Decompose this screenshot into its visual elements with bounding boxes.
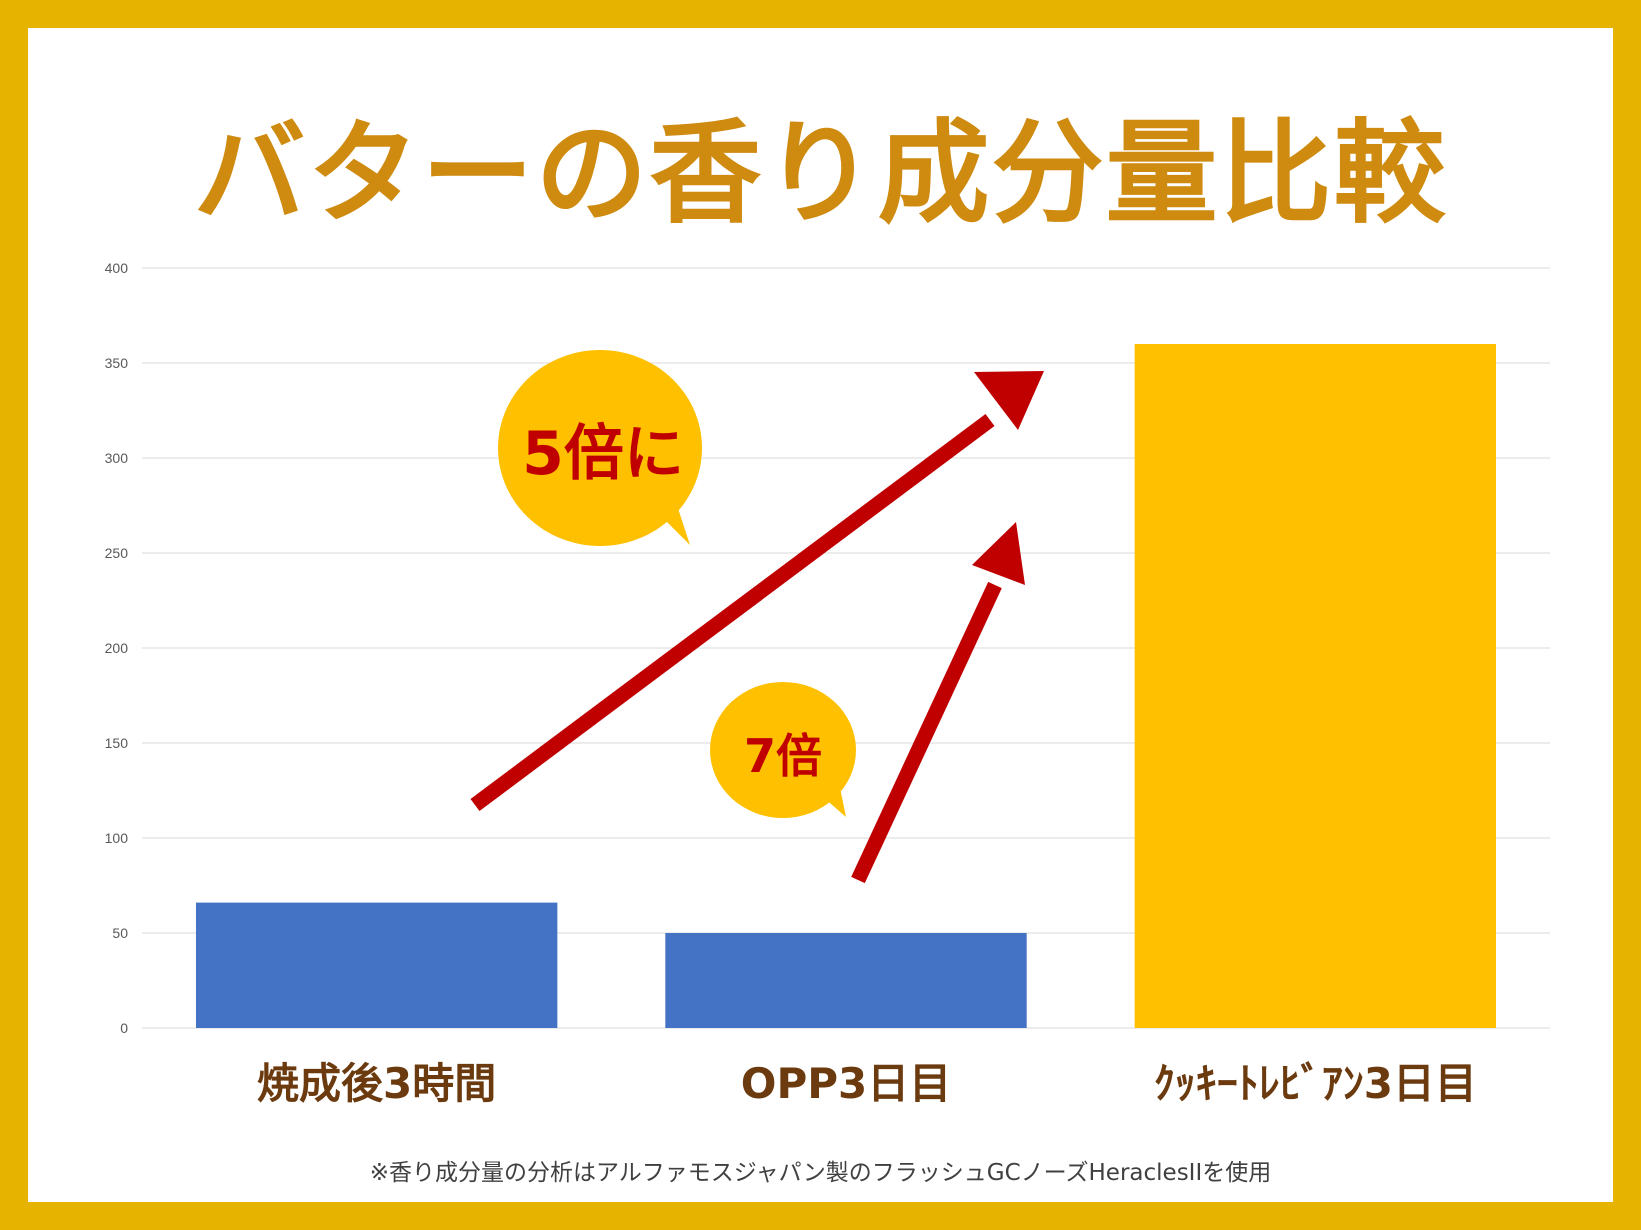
y-tick-label: 300 (105, 450, 129, 466)
y-tick-label: 100 (105, 830, 129, 846)
y-axis-tick-labels: 0 50 100 150 200 250 300 350 400 (105, 260, 129, 1036)
arrow-7x (851, 522, 1025, 884)
footnote: ※香り成分量の分析はアルファモスジャパン製のフラッシュGCノーズHeracles… (369, 1160, 1272, 1186)
y-tick-label: 150 (105, 735, 129, 751)
bar-3 (1134, 344, 1497, 1028)
speech-bubble-7x: 7倍 (710, 682, 856, 818)
y-tick-label: 350 (105, 355, 129, 371)
bubble-label-5x: 5倍に (522, 419, 684, 489)
category-labels: 焼成後3時間 OPP3日目 ｸｯｷｰﾄﾚﾋﾞｱﾝ3日目 (257, 1059, 1477, 1108)
bar-2 (665, 933, 1027, 1028)
category-label-2: OPP3日目 (741, 1059, 952, 1108)
y-tick-label: 0 (120, 1020, 128, 1036)
chart-title: バターの香り成分量比較 (193, 109, 1448, 239)
bubble-label-7x: 7倍 (744, 729, 822, 783)
y-tick-label: 50 (112, 925, 128, 941)
bars (195, 344, 1497, 1028)
arrow-5x (470, 371, 1044, 812)
category-label-3: ｸｯｷｰﾄﾚﾋﾞｱﾝ3日目 (1154, 1059, 1477, 1108)
speech-bubble-5x: 5倍に (498, 350, 702, 546)
y-tick-label: 200 (105, 640, 129, 656)
y-tick-label: 250 (105, 545, 129, 561)
y-tick-label: 400 (105, 260, 129, 276)
category-label-1: 焼成後3時間 (257, 1059, 496, 1108)
bar-1 (195, 902, 558, 1028)
